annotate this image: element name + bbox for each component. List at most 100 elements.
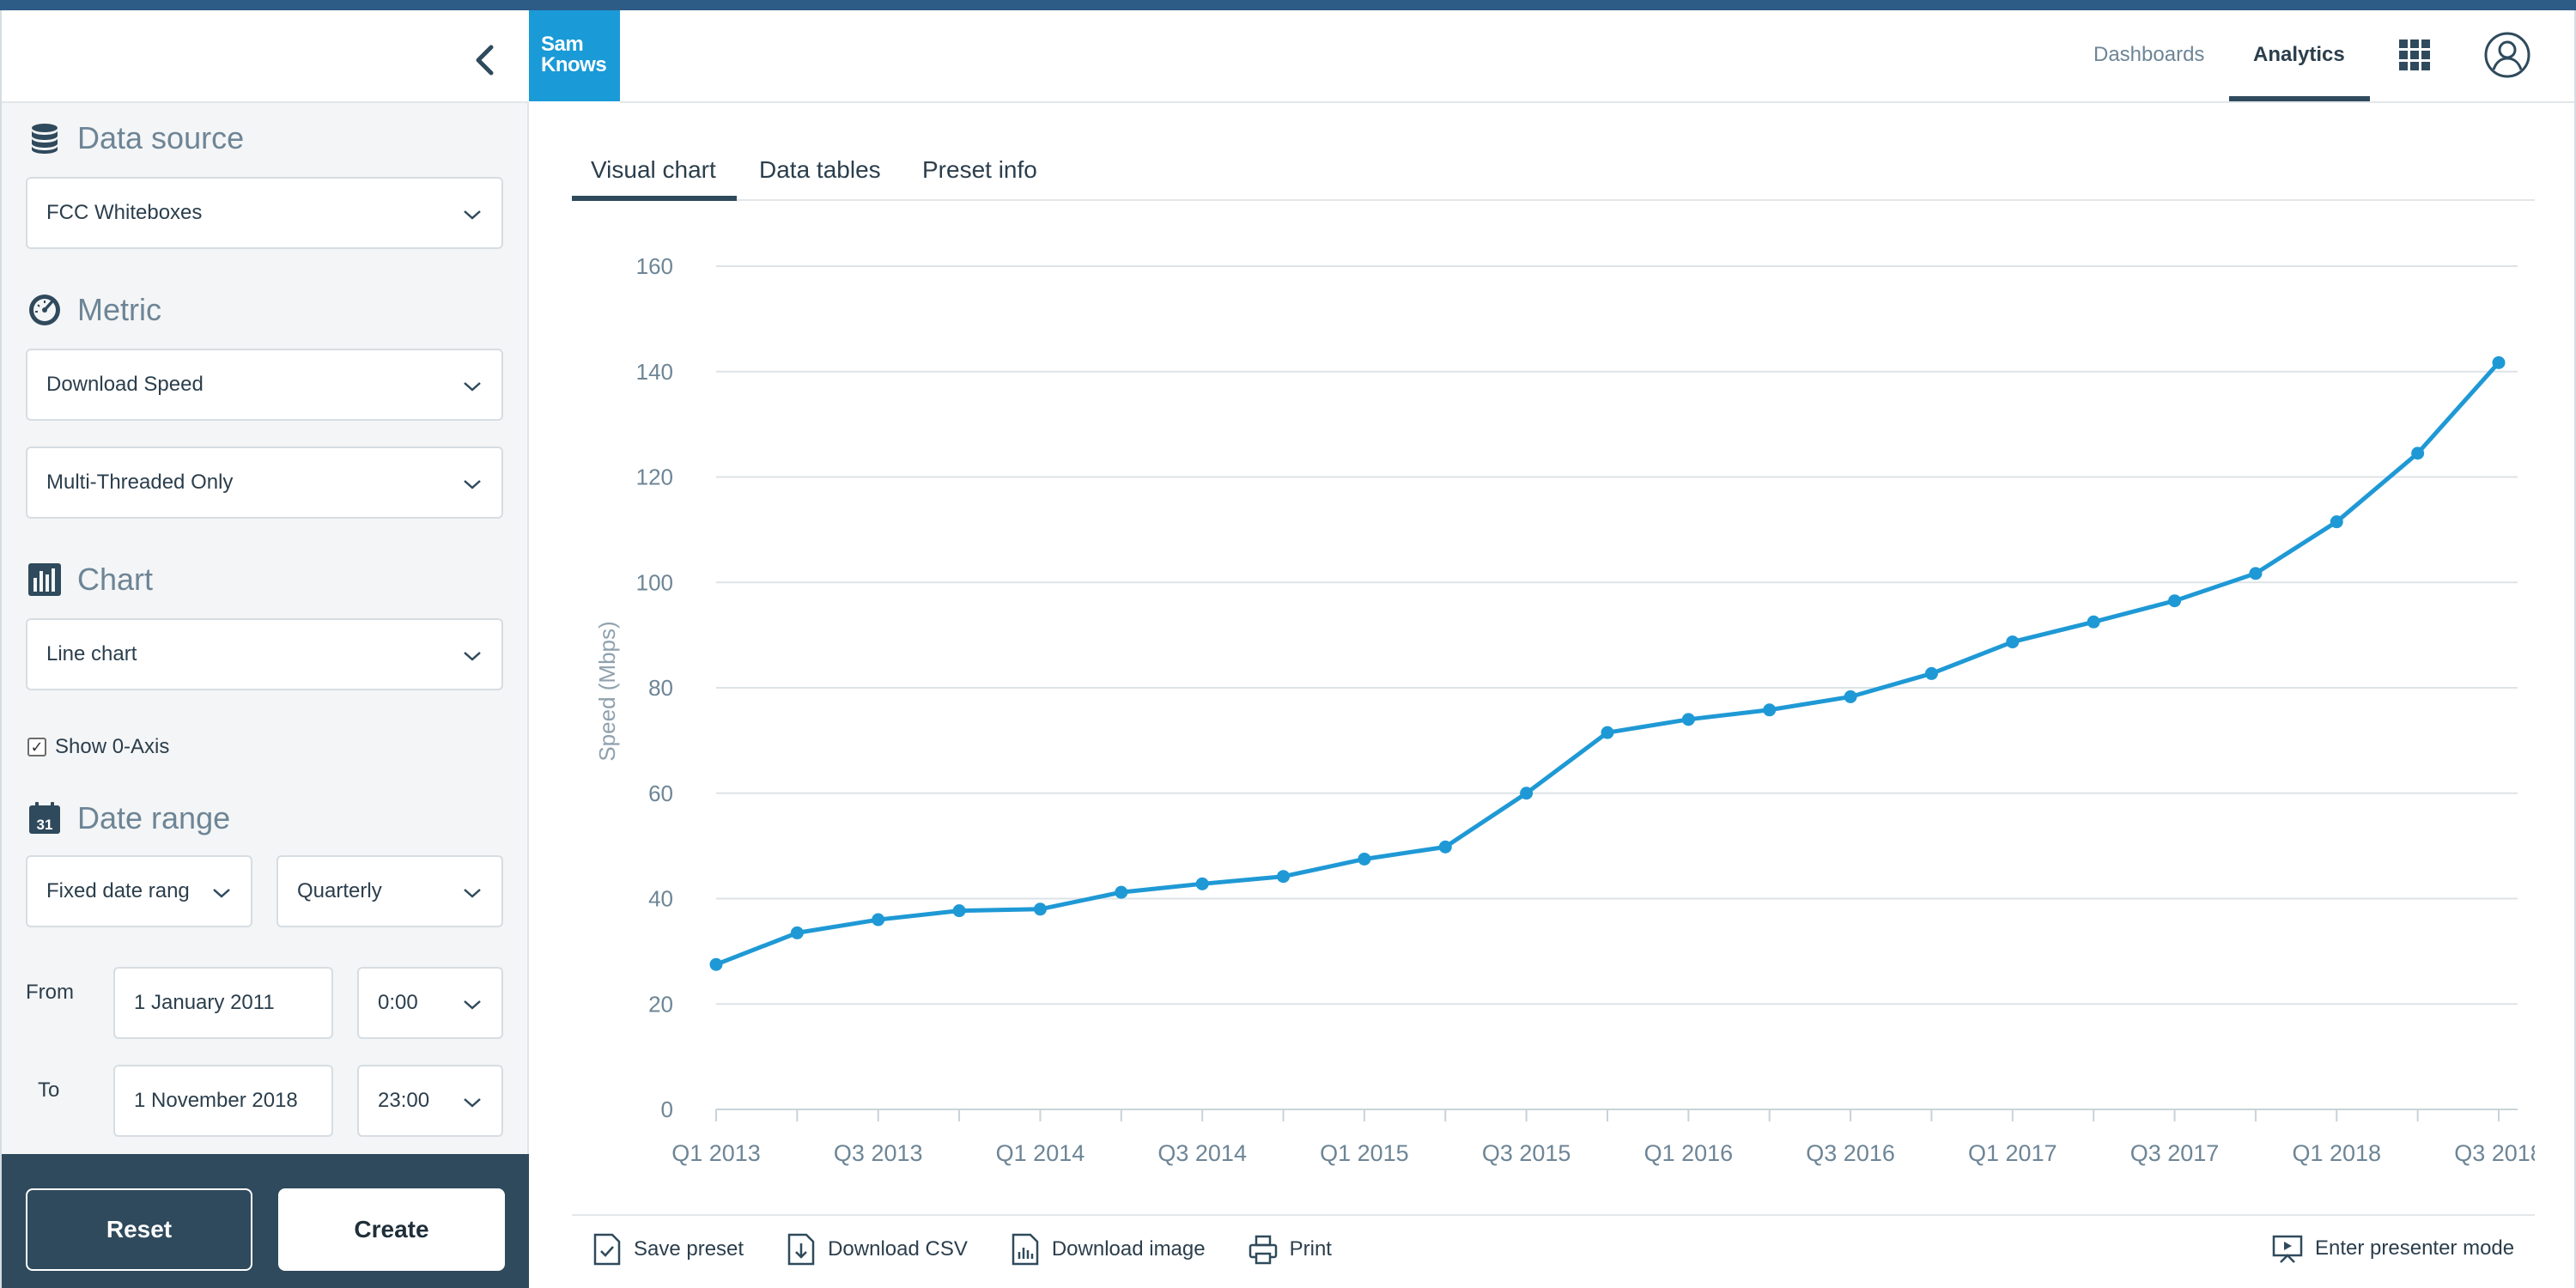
create-button[interactable]: Create (278, 1188, 505, 1271)
data-point[interactable] (1115, 885, 1128, 899)
granularity-select[interactable]: Quarterly (276, 855, 503, 927)
x-tick-label: Q3 2017 (2130, 1140, 2220, 1166)
data-point[interactable] (1601, 726, 1614, 739)
data-point[interactable] (1195, 877, 1209, 890)
data-point[interactable] (2330, 515, 2343, 529)
download-csv-icon (787, 1233, 815, 1266)
data-point[interactable] (1033, 902, 1047, 916)
top-accent-bar (0, 0, 2576, 10)
top-header: Dashboards Analytics (620, 10, 2574, 103)
show-zero-axis-row: ✓ Show 0-Axis (27, 735, 169, 759)
chart-heading: Chart (27, 562, 153, 598)
print-label: Print (1289, 1237, 1332, 1261)
logo-line-1: Sam (541, 33, 584, 56)
bar-chart-icon (28, 563, 61, 596)
from-date-input[interactable]: 1 January 2011 (113, 967, 333, 1039)
save-preset-label: Save preset (634, 1237, 744, 1261)
data-source-select[interactable]: FCC Whiteboxes (26, 177, 503, 249)
data-point[interactable] (1358, 852, 1371, 866)
from-time-value: 0:00 (378, 991, 418, 1014)
data-point[interactable] (1763, 703, 1777, 717)
reset-button[interactable]: Reset (26, 1188, 252, 1271)
presenter-label: Enter presenter mode (2315, 1236, 2515, 1260)
metric-select[interactable]: Download Speed (26, 349, 503, 421)
apps-grid-icon[interactable] (2397, 38, 2432, 72)
samknows-logo[interactable]: Sam Knows (529, 10, 620, 101)
x-tick-label: Q3 2018 (2454, 1140, 2535, 1166)
download-image-button[interactable]: Download image (1011, 1233, 1206, 1266)
data-point[interactable] (1681, 713, 1695, 726)
user-account-icon[interactable] (2483, 31, 2531, 79)
chevron-down-icon (464, 1000, 481, 1010)
data-point[interactable] (790, 926, 804, 939)
chart-type-select[interactable]: Line chart (26, 618, 503, 690)
data-point[interactable] (1520, 787, 1534, 800)
data-source-title: Data source (77, 120, 245, 155)
data-point[interactable] (2411, 447, 2425, 460)
y-tick-label: 160 (636, 253, 673, 279)
data-point[interactable] (872, 913, 885, 927)
chevron-down-icon (464, 1098, 481, 1108)
data-source-heading: Data source (27, 120, 244, 156)
data-point[interactable] (2249, 567, 2263, 580)
database-icon (32, 124, 58, 154)
from-time-select[interactable]: 0:00 (357, 967, 503, 1039)
metric-variant-value: Multi-Threaded Only (46, 471, 234, 494)
to-time-value: 23:00 (378, 1089, 430, 1112)
metric-variant-select[interactable]: Multi-Threaded Only (26, 447, 503, 519)
from-label: From (26, 981, 74, 1004)
data-point[interactable] (1924, 666, 1938, 680)
to-time-select[interactable]: 23:00 (357, 1065, 503, 1137)
y-tick-label: 0 (661, 1097, 673, 1122)
show-zero-axis-checkbox[interactable]: ✓ (27, 738, 46, 756)
data-point[interactable] (952, 904, 966, 918)
data-point[interactable] (2492, 355, 2506, 369)
tab-data-tables[interactable]: Data tables (759, 156, 881, 183)
data-point[interactable] (709, 957, 723, 971)
sidebar-header (2, 10, 529, 103)
chevron-down-icon (464, 480, 481, 489)
data-point[interactable] (2006, 635, 2020, 649)
y-tick-label: 140 (636, 359, 673, 385)
y-tick-label: 80 (648, 675, 673, 701)
chart-actions: Save preset Download CSV Download image … (592, 1233, 1332, 1266)
date-range-heading: 31 Date range (27, 800, 230, 836)
series-group (709, 355, 2506, 971)
to-label: To (38, 1078, 60, 1102)
nav-dashboards[interactable]: Dashboards (2093, 43, 2205, 66)
chevron-down-icon (464, 382, 481, 392)
download-csv-label: Download CSV (828, 1237, 968, 1261)
nav-analytics[interactable]: Analytics (2253, 43, 2345, 66)
date-range-mode-select[interactable]: Fixed date rang (26, 855, 252, 927)
x-tick-label: Q3 2014 (1157, 1140, 1247, 1166)
tab-visual-chart[interactable]: Visual chart (591, 156, 716, 183)
save-preset-button[interactable]: Save preset (592, 1233, 744, 1266)
x-axis-ticks: Q1 2013 Q3 2013 Q1 2014 Q3 2014 Q1 2015 Q3 20… (671, 1109, 2535, 1166)
y-tick-label: 40 (648, 886, 673, 912)
presenter-mode-button[interactable]: Enter presenter mode (2272, 1233, 2514, 1264)
series-line (715, 361, 2500, 967)
date-range-title: Date range (77, 800, 231, 835)
data-point[interactable] (1277, 870, 1291, 884)
data-point[interactable] (2087, 615, 2100, 629)
x-tick-label: Q1 2014 (996, 1140, 1085, 1166)
download-csv-button[interactable]: Download CSV (787, 1233, 968, 1266)
data-point[interactable] (1438, 840, 1452, 854)
download-image-label: Download image (1051, 1237, 1206, 1261)
print-button[interactable]: Print (1249, 1233, 1332, 1266)
x-tick-label: Q3 2016 (1806, 1140, 1895, 1166)
nav-active-indicator (2229, 96, 2370, 101)
data-point[interactable] (1844, 690, 1857, 703)
y-tick-label: 20 (648, 991, 673, 1017)
x-tick-label: Q1 2017 (1968, 1140, 2057, 1166)
logo-line-2: Knows (541, 53, 607, 76)
calendar-day: 31 (37, 817, 53, 833)
print-icon (1249, 1235, 1277, 1265)
data-point[interactable] (2168, 594, 2182, 608)
chevron-down-icon (213, 889, 230, 898)
to-date-input[interactable]: 1 November 2018 (113, 1065, 333, 1137)
tab-preset-info[interactable]: Preset info (922, 156, 1037, 183)
collapse-sidebar-button[interactable] (465, 41, 503, 79)
chart-type-value: Line chart (46, 642, 137, 665)
